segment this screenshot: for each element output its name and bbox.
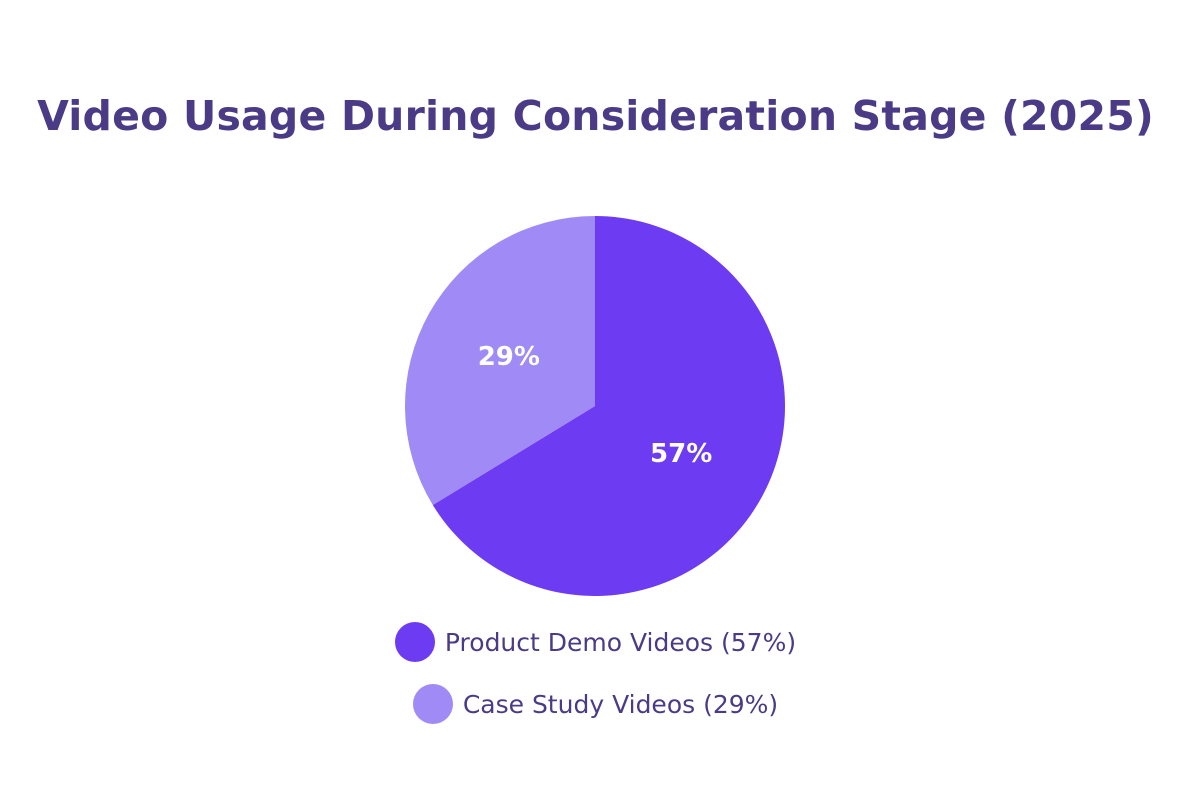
legend-label-case-study: Case Study Videos (29%) [462,689,779,719]
slice-label-product-demo: 57% [650,439,712,469]
legend-swatch-product-demo [394,622,435,662]
chart-title: Video Usage During Consideration Stage (… [37,92,1154,140]
legend-item-product-demo: Product Demo Videos (57%) [394,622,797,662]
pie-slice-case-study [404,216,595,505]
legend-item-case-study: Case Study Videos (29%) [412,684,779,724]
slice-label-case-study: 29% [478,342,540,372]
chart-legend: Product Demo Videos (57%) Case Study Vid… [0,622,1191,724]
legend-swatch-case-study [412,684,453,724]
pie-slice-product-demo [432,216,785,596]
legend-label-product-demo: Product Demo Videos (57%) [444,627,797,657]
